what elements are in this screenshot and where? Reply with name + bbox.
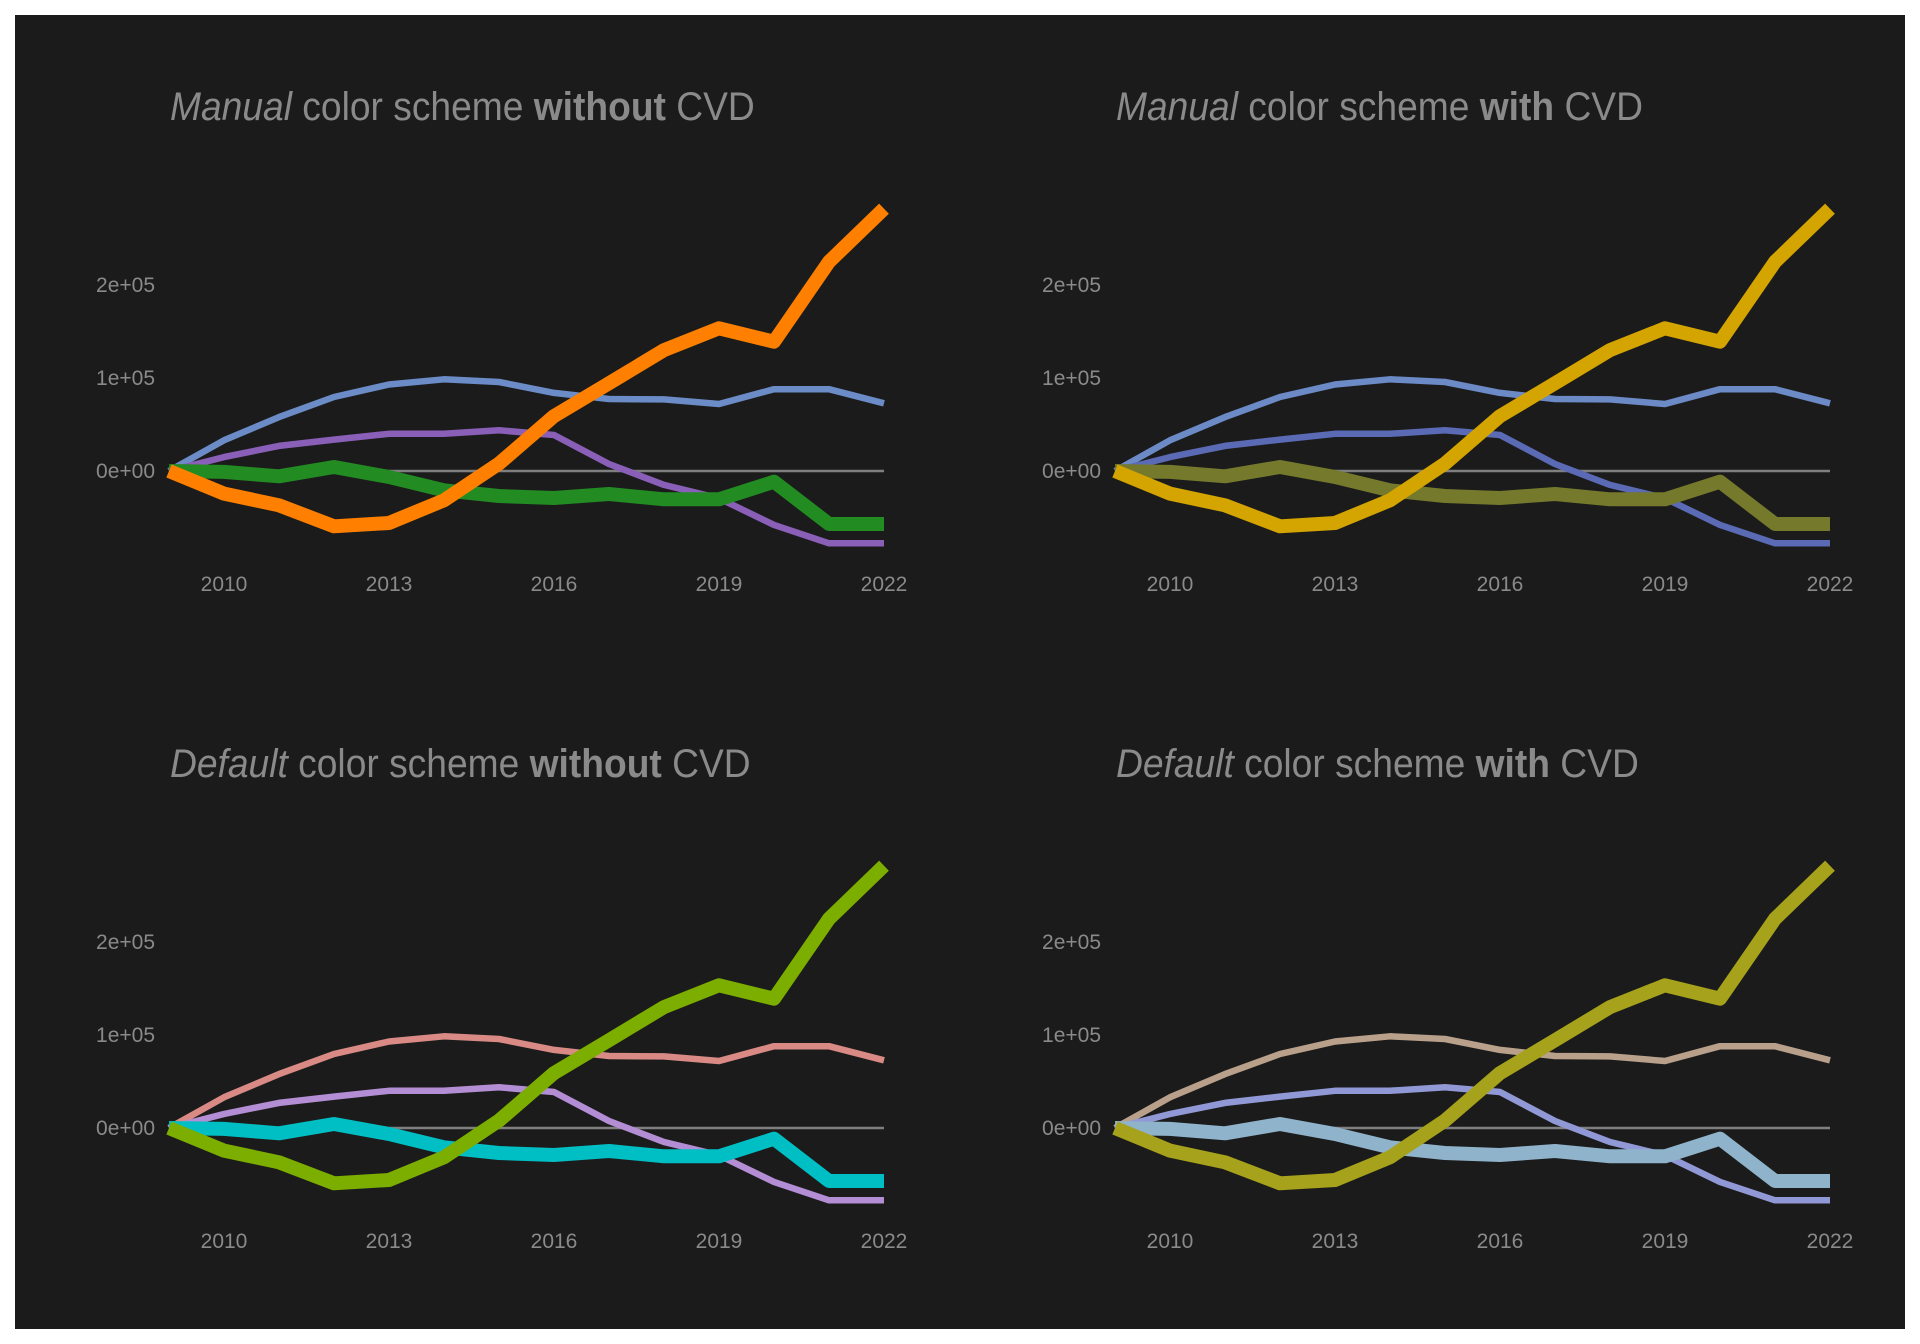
x-tick-label: 2022 — [1807, 1230, 1854, 1253]
x-tick-label: 2013 — [366, 573, 413, 596]
title-lead: Default — [1116, 742, 1236, 787]
panel-top-right: Manual color scheme with CVD 0e+00 1e+05 2e… — [1042, 85, 1853, 596]
title-emph: without — [529, 742, 662, 787]
title-emph: without — [533, 85, 666, 130]
panel-title: Default color scheme with CVD — [1116, 742, 1639, 787]
x-tick-label: 2019 — [1642, 573, 1689, 596]
x-tick-label: 2010 — [201, 1230, 248, 1253]
title-lead: Manual — [1116, 85, 1239, 130]
panel-bottom-right: Default color scheme with CVD 0e+00 1e+05 2… — [1042, 742, 1853, 1253]
y-tick-label: 0e+00 — [1042, 1117, 1101, 1140]
line-series-d — [166, 203, 889, 534]
panel-title: Default color scheme without CVD — [170, 742, 751, 787]
title-mid: color scheme — [288, 742, 530, 787]
x-tick-label: 2010 — [1147, 1230, 1194, 1253]
line-series-a — [1113, 1033, 1831, 1131]
figure-background — [15, 15, 1905, 1329]
title-tail: CVD — [1550, 742, 1639, 787]
y-tick-label: 2e+05 — [1042, 274, 1101, 297]
line-series-c — [1114, 460, 1830, 531]
y-tick-label: 1e+05 — [96, 367, 155, 390]
x-tick-label: 2010 — [1147, 573, 1194, 596]
x-tick-label: 2016 — [531, 1230, 578, 1253]
x-tick-label: 2022 — [861, 1230, 908, 1253]
title-lead: Manual — [170, 85, 293, 130]
x-tick-label: 2016 — [1477, 1230, 1524, 1253]
y-tick-label: 2e+05 — [1042, 931, 1101, 954]
title-tail: CVD — [666, 85, 755, 130]
y-tick-label: 0e+00 — [1042, 460, 1101, 483]
y-tick-label: 1e+05 — [96, 1024, 155, 1047]
x-tick-label: 2016 — [1477, 573, 1524, 596]
title-mid: color scheme — [1238, 85, 1480, 130]
x-tick-label: 2022 — [861, 573, 908, 596]
x-tick-label: 2013 — [1312, 1230, 1359, 1253]
x-tick-label: 2010 — [201, 573, 248, 596]
x-tick-label: 2022 — [1807, 573, 1854, 596]
y-tick-label: 0e+00 — [96, 1117, 155, 1140]
x-tick-label: 2013 — [1312, 573, 1359, 596]
y-tick-label: 2e+05 — [96, 931, 155, 954]
line-series-c — [168, 460, 884, 531]
line-series-c — [1114, 1117, 1830, 1188]
y-tick-label: 0e+00 — [96, 460, 155, 483]
panel-top-left: Manual color scheme without CVD 0e+00 1e+0… — [96, 85, 907, 596]
x-tick-label: 2019 — [696, 1230, 743, 1253]
panel-title: Manual color scheme with CVD — [1116, 85, 1643, 130]
x-tick-label: 2019 — [1642, 1230, 1689, 1253]
line-series-d — [1112, 860, 1835, 1191]
line-series-c — [168, 1117, 884, 1188]
y-tick-label: 1e+05 — [1042, 367, 1101, 390]
x-tick-label: 2013 — [366, 1230, 413, 1253]
y-tick-label: 2e+05 — [96, 274, 155, 297]
line-series-a — [1113, 376, 1831, 474]
title-mid: color scheme — [1234, 742, 1476, 787]
line-series-a — [167, 1033, 885, 1131]
x-tick-label: 2019 — [696, 573, 743, 596]
title-tail: CVD — [662, 742, 751, 787]
title-tail: CVD — [1554, 85, 1643, 130]
line-series-d — [1112, 203, 1835, 534]
y-tick-label: 1e+05 — [1042, 1024, 1101, 1047]
title-emph: with — [1475, 742, 1550, 787]
line-series-d — [166, 860, 889, 1191]
title-lead: Default — [170, 742, 290, 787]
x-tick-label: 2016 — [531, 573, 578, 596]
title-emph: with — [1479, 85, 1554, 130]
line-series-a — [167, 376, 885, 474]
title-mid: color scheme — [292, 85, 534, 130]
panel-title: Manual color scheme without CVD — [170, 85, 755, 130]
panel-bottom-left: Default color scheme without CVD 0e+00 1e+… — [96, 742, 907, 1253]
